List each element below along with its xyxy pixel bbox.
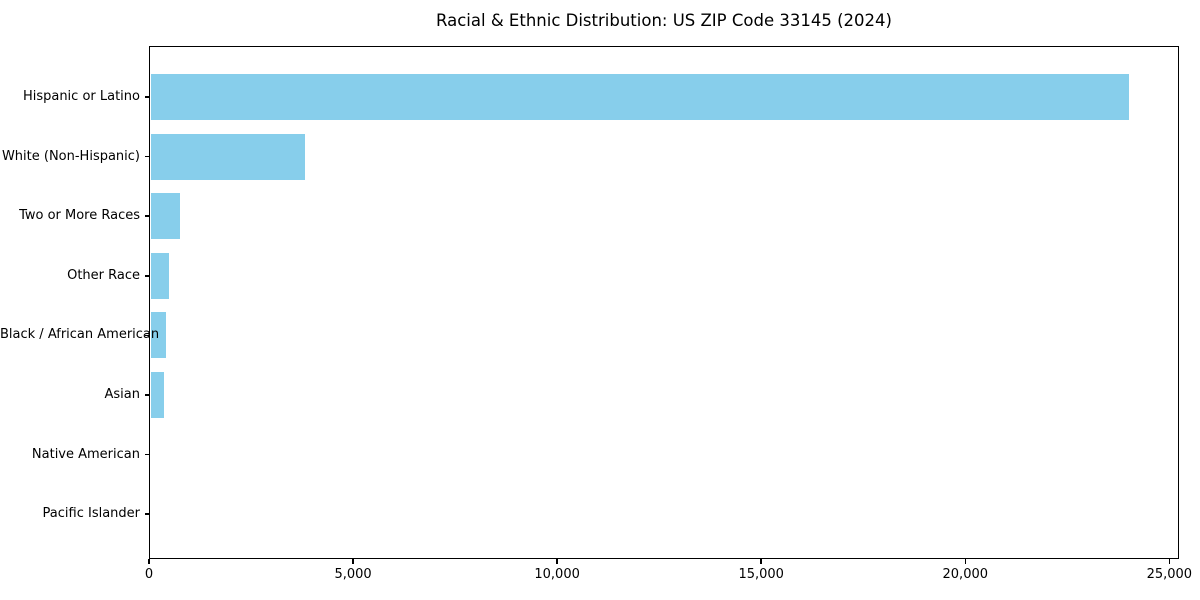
y-tick bbox=[144, 275, 149, 277]
y-tick bbox=[144, 96, 149, 98]
x-tick bbox=[352, 559, 354, 564]
y-tick bbox=[144, 334, 149, 337]
y-tick-label: Native American bbox=[31, 446, 140, 462]
x-tick-label: 20,000 bbox=[942, 567, 989, 582]
y-tick-label: Other Race bbox=[67, 267, 140, 283]
bar bbox=[150, 252, 170, 299]
y-tick bbox=[144, 513, 149, 515]
x-tick bbox=[556, 559, 558, 564]
x-tick-label: 10,000 bbox=[534, 567, 580, 582]
y-tick-label: White (Non-Hispanic) bbox=[1, 148, 140, 164]
y-tick bbox=[144, 453, 149, 456]
chart-title: Racial & Ethnic Distribution: US ZIP Cod… bbox=[436, 11, 892, 30]
y-tick bbox=[144, 155, 149, 158]
bar bbox=[150, 372, 164, 418]
x-tick bbox=[964, 559, 967, 564]
bar bbox=[150, 193, 181, 240]
x-tick bbox=[1168, 559, 1171, 564]
bar bbox=[150, 133, 306, 180]
x-tick bbox=[148, 559, 150, 564]
x-tick-label: 0 bbox=[144, 567, 154, 582]
x-tick-label: 25,000 bbox=[1146, 567, 1193, 582]
x-tick-label: 5,000 bbox=[334, 567, 372, 582]
bar bbox=[150, 312, 166, 359]
y-tick-label: Two or More Races bbox=[19, 208, 140, 224]
y-tick-label: Black / African American bbox=[0, 327, 160, 343]
x-tick bbox=[760, 559, 762, 564]
x-tick-label: 15,000 bbox=[738, 567, 784, 582]
y-tick bbox=[144, 215, 149, 217]
bar bbox=[150, 74, 1129, 120]
y-tick-label: Asian bbox=[104, 387, 140, 402]
y-tick bbox=[144, 394, 149, 396]
y-tick-label: Pacific Islander bbox=[42, 506, 140, 522]
plot-area bbox=[149, 46, 1179, 559]
y-tick-label: Hispanic or Latino bbox=[22, 89, 140, 104]
